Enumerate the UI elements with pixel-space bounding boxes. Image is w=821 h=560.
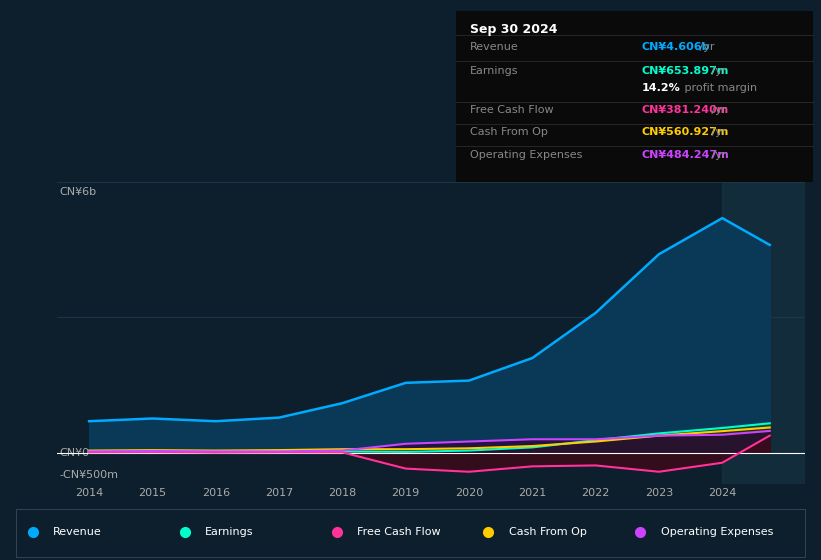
Text: Free Cash Flow: Free Cash Flow [470,105,553,115]
Text: CN¥653.897m: CN¥653.897m [641,66,729,76]
Text: 2023: 2023 [644,488,673,498]
Text: CN¥560.927m: CN¥560.927m [641,128,729,137]
Text: CN¥381.240m: CN¥381.240m [641,105,728,115]
Text: 2014: 2014 [75,488,103,498]
Text: Operating Expenses: Operating Expenses [661,528,773,538]
Text: 2020: 2020 [455,488,483,498]
Text: 2024: 2024 [708,488,736,498]
Text: Revenue: Revenue [470,42,519,52]
Text: Free Cash Flow: Free Cash Flow [357,528,441,538]
Text: Sep 30 2024: Sep 30 2024 [470,23,557,36]
Text: /yr: /yr [709,128,727,137]
Text: CN¥6b: CN¥6b [59,186,96,197]
Text: profit margin: profit margin [681,83,757,93]
Text: /yr: /yr [696,42,714,52]
Text: 2018: 2018 [328,488,356,498]
Text: Earnings: Earnings [205,528,254,538]
Text: -CN¥500m: -CN¥500m [59,470,118,480]
Text: /yr: /yr [709,105,727,115]
Text: CN¥381.240m /yr: CN¥381.240m /yr [641,105,740,115]
Text: 14.2%: 14.2% [641,83,680,93]
Bar [722,182,805,484]
Text: Cash From Op: Cash From Op [470,128,548,137]
Text: 2019: 2019 [392,488,420,498]
Text: Operating Expenses: Operating Expenses [470,150,582,160]
Text: 2022: 2022 [581,488,610,498]
Text: Revenue: Revenue [53,528,102,538]
Text: CN¥0: CN¥0 [59,448,89,458]
Text: CN¥560.927m /yr: CN¥560.927m /yr [641,128,740,137]
Text: 2021: 2021 [518,488,547,498]
Text: CN¥653.897m /yr: CN¥653.897m /yr [641,66,740,76]
Text: CN¥484.247m /yr: CN¥484.247m /yr [641,150,741,160]
Text: CN¥4.606b: CN¥4.606b [641,42,710,52]
Text: 2015: 2015 [139,488,167,498]
Text: /yr: /yr [709,150,727,160]
Text: Cash From Op: Cash From Op [509,528,587,538]
Text: CN¥4.606b /yr: CN¥4.606b /yr [641,42,722,52]
Text: /yr: /yr [709,66,727,76]
Text: 2017: 2017 [265,488,293,498]
Text: 2016: 2016 [202,488,230,498]
Text: CN¥484.247m: CN¥484.247m [641,150,729,160]
Text: Earnings: Earnings [470,66,518,76]
